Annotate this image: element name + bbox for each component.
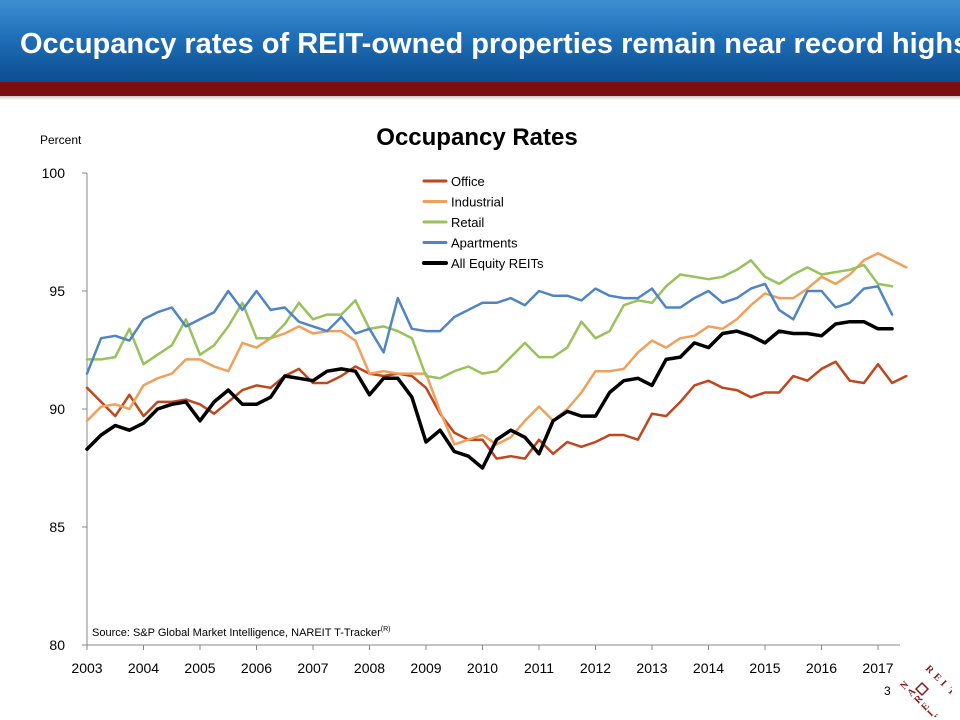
logo-letter: T	[931, 712, 944, 717]
x-tick-label-2005: 2005	[184, 660, 215, 676]
nareit-logo: REITNAREIT	[898, 663, 952, 717]
logo-letter: I	[925, 709, 936, 717]
series-line-office	[85, 360, 908, 460]
legend-label-all-equity-reits: All Equity REITs	[451, 256, 544, 271]
slide-title: Occupancy rates of REIT-owned properties…	[20, 28, 960, 60]
logo-letter: T	[945, 685, 952, 698]
y-tick-label-95: 95	[49, 283, 65, 299]
stripe-shadow	[0, 96, 960, 100]
series-line-retail	[85, 259, 894, 380]
source-note: Source: S&P Global Market Intelligence, …	[92, 626, 391, 639]
x-tick-label-2003: 2003	[71, 660, 102, 676]
y-tick-label-80: 80	[49, 637, 65, 653]
x-tick-label-2012: 2012	[580, 660, 611, 676]
legend-label-industrial: Industrial	[451, 195, 504, 210]
title-banner: Occupancy rates of REIT-owned properties…	[0, 0, 960, 82]
x-tick-label-2013: 2013	[636, 660, 667, 676]
chart-title: Occupancy Rates	[376, 124, 577, 151]
x-tick-label-2011: 2011	[524, 660, 554, 676]
x-tick-label-2016: 2016	[806, 660, 837, 676]
x-tick-label-2006: 2006	[241, 660, 272, 676]
x-tick-label-2007: 2007	[297, 660, 328, 676]
x-tick-label-2010: 2010	[467, 660, 498, 676]
x-tick-label-2014: 2014	[693, 660, 724, 676]
logo-letter: I	[938, 678, 949, 689]
series-line-all-equity-reits	[85, 319, 894, 470]
x-tick-label-2015: 2015	[749, 660, 780, 676]
legend-label-retail: Retail	[451, 215, 484, 230]
x-tick-label-2009: 2009	[410, 660, 441, 676]
x-tick-label-2008: 2008	[354, 660, 385, 676]
logo-diamond	[914, 681, 930, 697]
y-tick-label-90: 90	[49, 401, 65, 417]
x-tick-label-2017: 2017	[862, 660, 893, 676]
y-tick-label-85: 85	[49, 519, 65, 535]
accent-stripe	[0, 82, 960, 96]
x-tick-label-2004: 2004	[128, 660, 159, 676]
legend-label-office: Office	[451, 174, 485, 189]
page-number: 3	[884, 684, 891, 698]
y-axis-label: Percent	[40, 133, 82, 147]
series-line-apartments	[85, 282, 894, 375]
y-tick-label-100: 100	[42, 165, 66, 181]
legend-label-apartments: Apartments	[451, 236, 518, 251]
